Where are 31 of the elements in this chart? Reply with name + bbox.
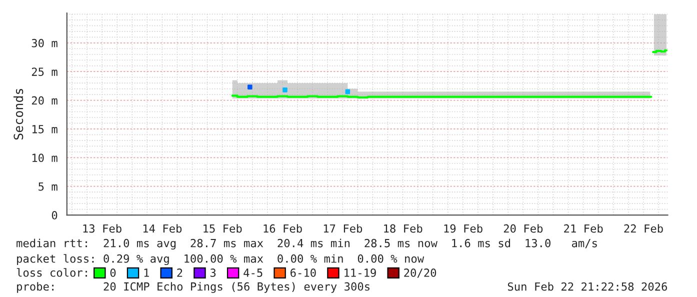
x-tick-label: 20 Feb	[504, 224, 543, 233]
legend-label: 20/20	[404, 268, 436, 278]
legend-label: 3	[210, 268, 216, 277]
legend-label: 0	[110, 268, 116, 277]
legend-label: 1	[144, 268, 149, 277]
text: packet loss: 0.29 % avg 100.00 % max 0.00 % min 0.00 % now	[17, 254, 424, 266]
x-tick-label: 14 Feb	[143, 224, 182, 233]
y-tick-label: 20 m	[32, 96, 58, 105]
legend-label: 6-10	[290, 268, 316, 277]
x-tick-label: 15 Feb	[204, 224, 242, 233]
x-tick-label: 18 Feb	[384, 224, 422, 233]
x-tick-label: 17 Feb	[324, 224, 362, 233]
text: probe: 20 ICMP Echo Pings (56 Bytes) every 300s	[17, 282, 370, 293]
x-tick-label: 16 Feb	[264, 224, 302, 233]
text: median rtt: 21.0 ms avg 28.7 ms max 20.4 ms min 28.5 ms now 1.6 ms sd 13.0 am/s	[16, 238, 597, 250]
x-tick-label: 22 Feb	[624, 224, 663, 233]
y-tick-label: 5 m	[38, 182, 58, 191]
x-tick-label: 13 Feb	[83, 224, 122, 233]
legend-label: 4-5	[244, 268, 262, 277]
x-tick-label: 21 Feb	[564, 224, 603, 233]
legend-label: 2	[177, 268, 182, 277]
y-tick-label: 0	[52, 211, 58, 220]
y-tick-label: 25 m	[32, 68, 58, 76]
y-axis-title: Seconds	[13, 88, 24, 140]
legend-title: loss color:	[16, 268, 87, 277]
x-tick-label: 19 Feb	[444, 224, 482, 233]
text: Sun Feb 22 21:22:58 2026	[508, 282, 668, 291]
y-tick-label: 30 m	[32, 38, 58, 48]
y-tick-label: 10 m	[32, 154, 58, 162]
y-tick-label: 15 m	[32, 125, 58, 134]
legend-label: 11-19	[344, 268, 376, 277]
